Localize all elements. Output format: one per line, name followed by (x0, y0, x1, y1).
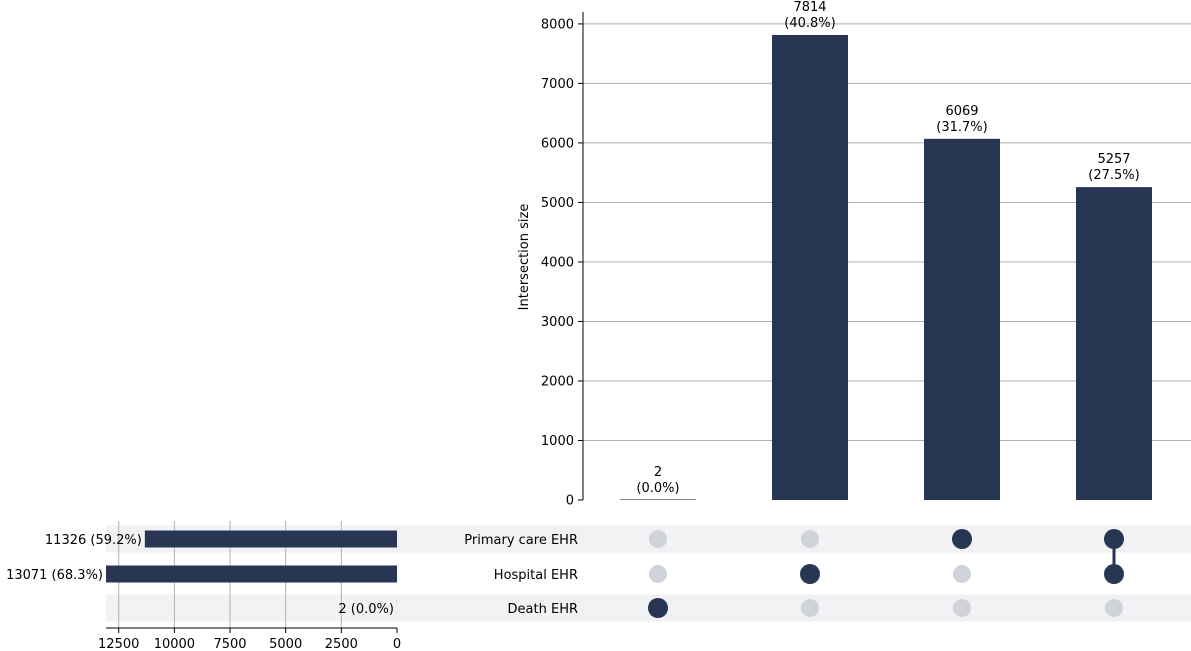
y-tick-label: 6000 (541, 136, 574, 151)
bar-count-label: 2 (654, 465, 662, 480)
bar-percent-label: (40.8%) (784, 16, 835, 31)
set-size-bars: 11326 (59.2%) 13071 (68.3%) 2 (0.0%) (6, 530, 397, 617)
intersection-bar (772, 34, 848, 500)
bar-percent-label: (27.5%) (1088, 168, 1139, 183)
y-tick-label: 4000 (541, 255, 574, 270)
membership-matrix (648, 529, 1124, 618)
set-name: Primary care EHR (464, 533, 578, 548)
matrix-dot-active (800, 564, 820, 584)
bar-percent-label: (31.7%) (936, 120, 987, 135)
y-tick-label: 2000 (541, 374, 574, 389)
intersection-bars (620, 34, 1152, 500)
set-x-tick-label: 0 (393, 637, 401, 651)
matrix-dot-inactive (801, 599, 819, 617)
matrix-dot-inactive (953, 565, 971, 583)
y-tick-label: 3000 (541, 315, 574, 330)
intersection-bar-labels: 2(0.0%) 7814(40.8%) 6069(31.7%) 5257(27.5%) (636, 0, 1139, 496)
set-x-tick-label: 7500 (213, 637, 246, 651)
bar-count-label: 5257 (1097, 152, 1130, 167)
matrix-dot-inactive (649, 565, 667, 583)
bar-count-label: 7814 (793, 0, 826, 15)
intersection-bar (924, 138, 1000, 500)
matrix-dot-inactive (801, 530, 819, 548)
set-names: Primary care EHR Hospital EHR Death EHR (464, 533, 578, 617)
y-tick-label: 1000 (541, 434, 574, 449)
y-tick-label: 8000 (541, 17, 574, 32)
set-x-tick-label: 5000 (269, 637, 302, 651)
set-size-bar (106, 565, 397, 583)
matrix-dot-active (1104, 529, 1124, 549)
set-x-tick-label: 2500 (325, 637, 358, 651)
matrix-dot-active (648, 598, 668, 618)
bar-percent-label: (0.0%) (636, 481, 679, 496)
matrix-dot-inactive (649, 530, 667, 548)
intersection-y-axis: 0 1000 2000 3000 4000 5000 6000 7000 8000 (541, 12, 584, 509)
set-size-bar (144, 530, 397, 548)
set-x-tick-label: 12500 (98, 637, 139, 651)
y-tick-label: 5000 (541, 196, 574, 211)
matrix-dot-inactive (953, 599, 971, 617)
matrix-dot-active (952, 529, 972, 549)
set-size-label: 2 (0.0%) (338, 602, 394, 617)
set-name: Death EHR (508, 602, 578, 617)
set-name: Hospital EHR (494, 568, 578, 583)
y-tick-label: 0 (566, 494, 574, 509)
set-x-tick-label: 10000 (154, 637, 195, 651)
matrix-dot-inactive (1105, 599, 1123, 617)
y-tick-label: 7000 (541, 77, 574, 92)
matrix-dot-active (1104, 564, 1124, 584)
bar-count-label: 6069 (945, 104, 978, 119)
intersection-bar (1076, 187, 1152, 500)
set-size-label: 11326 (59.2%) (45, 533, 142, 548)
intersection-y-axis-label: Intersection size (517, 204, 532, 311)
set-size-x-axis: 12500 10000 7500 5000 2500 0 (98, 627, 401, 651)
intersection-bar (620, 499, 696, 500)
set-size-label: 13071 (68.3%) (6, 568, 103, 583)
